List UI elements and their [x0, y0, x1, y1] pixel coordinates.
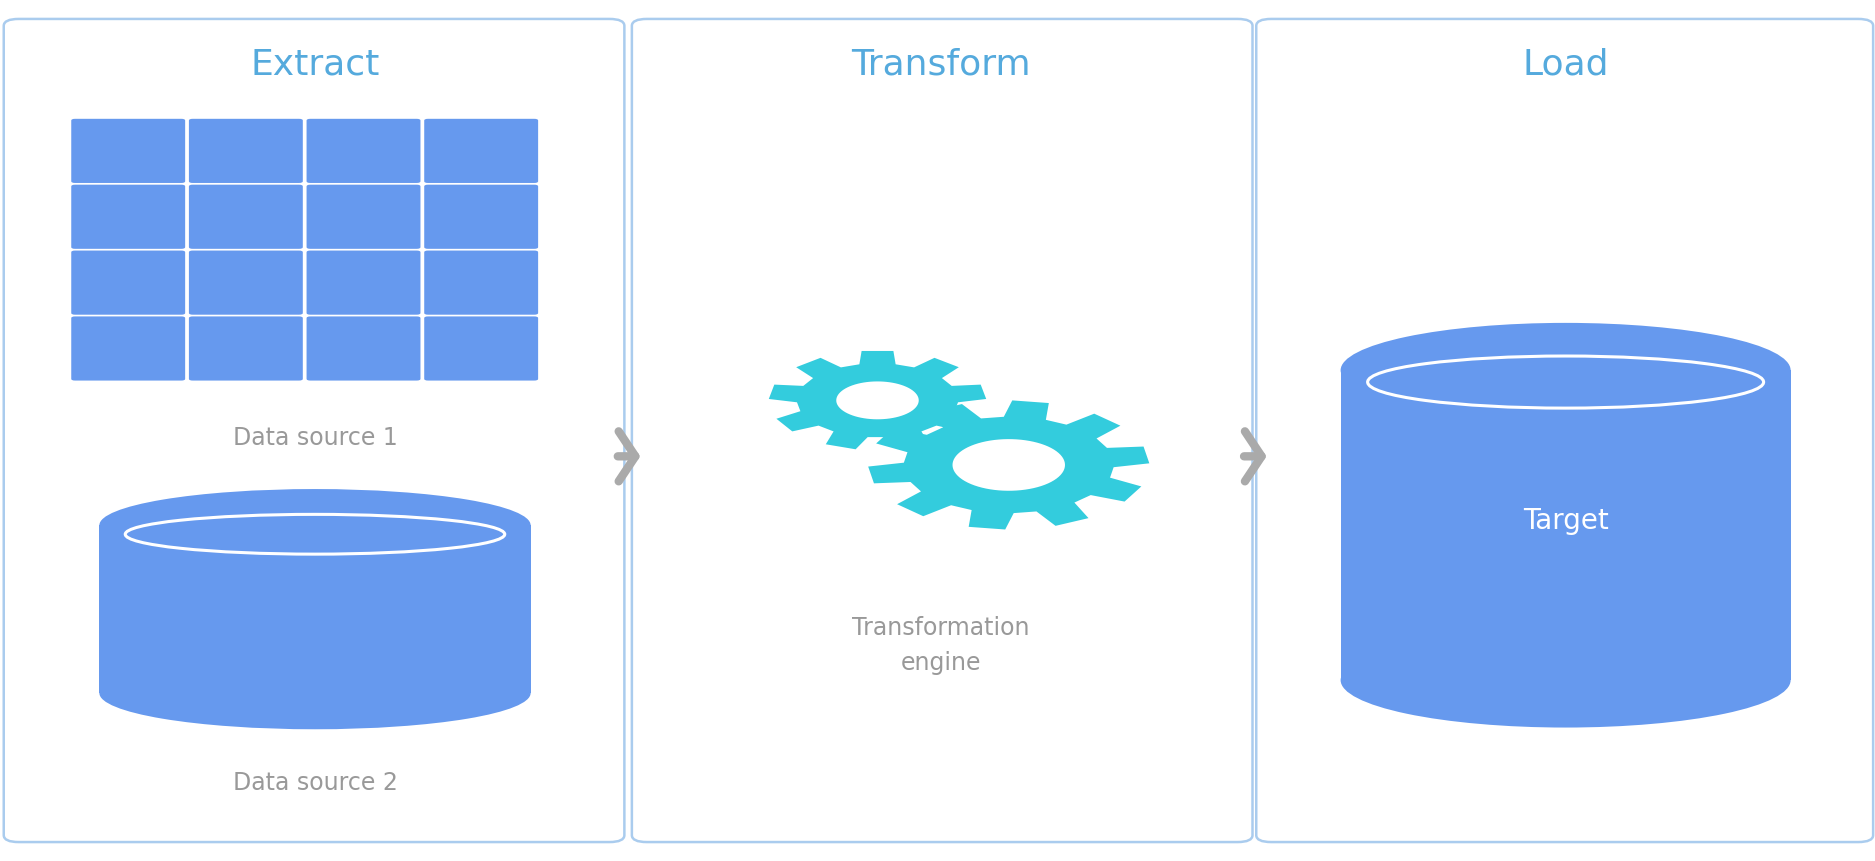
Polygon shape	[1341, 370, 1791, 680]
FancyBboxPatch shape	[424, 251, 538, 314]
FancyBboxPatch shape	[189, 251, 304, 314]
Ellipse shape	[99, 489, 531, 561]
FancyBboxPatch shape	[71, 316, 186, 381]
Text: Data source 2: Data source 2	[232, 771, 398, 795]
FancyBboxPatch shape	[71, 184, 186, 249]
FancyBboxPatch shape	[308, 184, 420, 249]
FancyBboxPatch shape	[308, 119, 420, 183]
Ellipse shape	[99, 657, 531, 729]
FancyBboxPatch shape	[308, 251, 420, 314]
Polygon shape	[769, 351, 986, 449]
FancyBboxPatch shape	[632, 19, 1252, 842]
Text: Extract: Extract	[251, 47, 379, 81]
FancyBboxPatch shape	[189, 184, 304, 249]
Text: Target: Target	[1522, 507, 1609, 535]
FancyBboxPatch shape	[424, 119, 538, 183]
Text: Load: Load	[1522, 47, 1609, 81]
Polygon shape	[952, 439, 1065, 491]
FancyBboxPatch shape	[4, 19, 624, 842]
Polygon shape	[868, 400, 1149, 530]
FancyBboxPatch shape	[424, 184, 538, 249]
FancyBboxPatch shape	[71, 119, 186, 183]
Text: Transform: Transform	[851, 47, 1031, 81]
FancyBboxPatch shape	[71, 251, 186, 314]
FancyBboxPatch shape	[1256, 19, 1873, 842]
FancyBboxPatch shape	[189, 119, 304, 183]
FancyBboxPatch shape	[424, 316, 538, 381]
FancyBboxPatch shape	[308, 316, 420, 381]
Text: Data source 1: Data source 1	[232, 426, 398, 450]
Polygon shape	[99, 525, 531, 693]
Ellipse shape	[1341, 633, 1791, 728]
Ellipse shape	[1341, 323, 1791, 418]
FancyBboxPatch shape	[189, 316, 304, 381]
Text: Transformation
engine: Transformation engine	[853, 616, 1029, 675]
Polygon shape	[836, 381, 919, 419]
